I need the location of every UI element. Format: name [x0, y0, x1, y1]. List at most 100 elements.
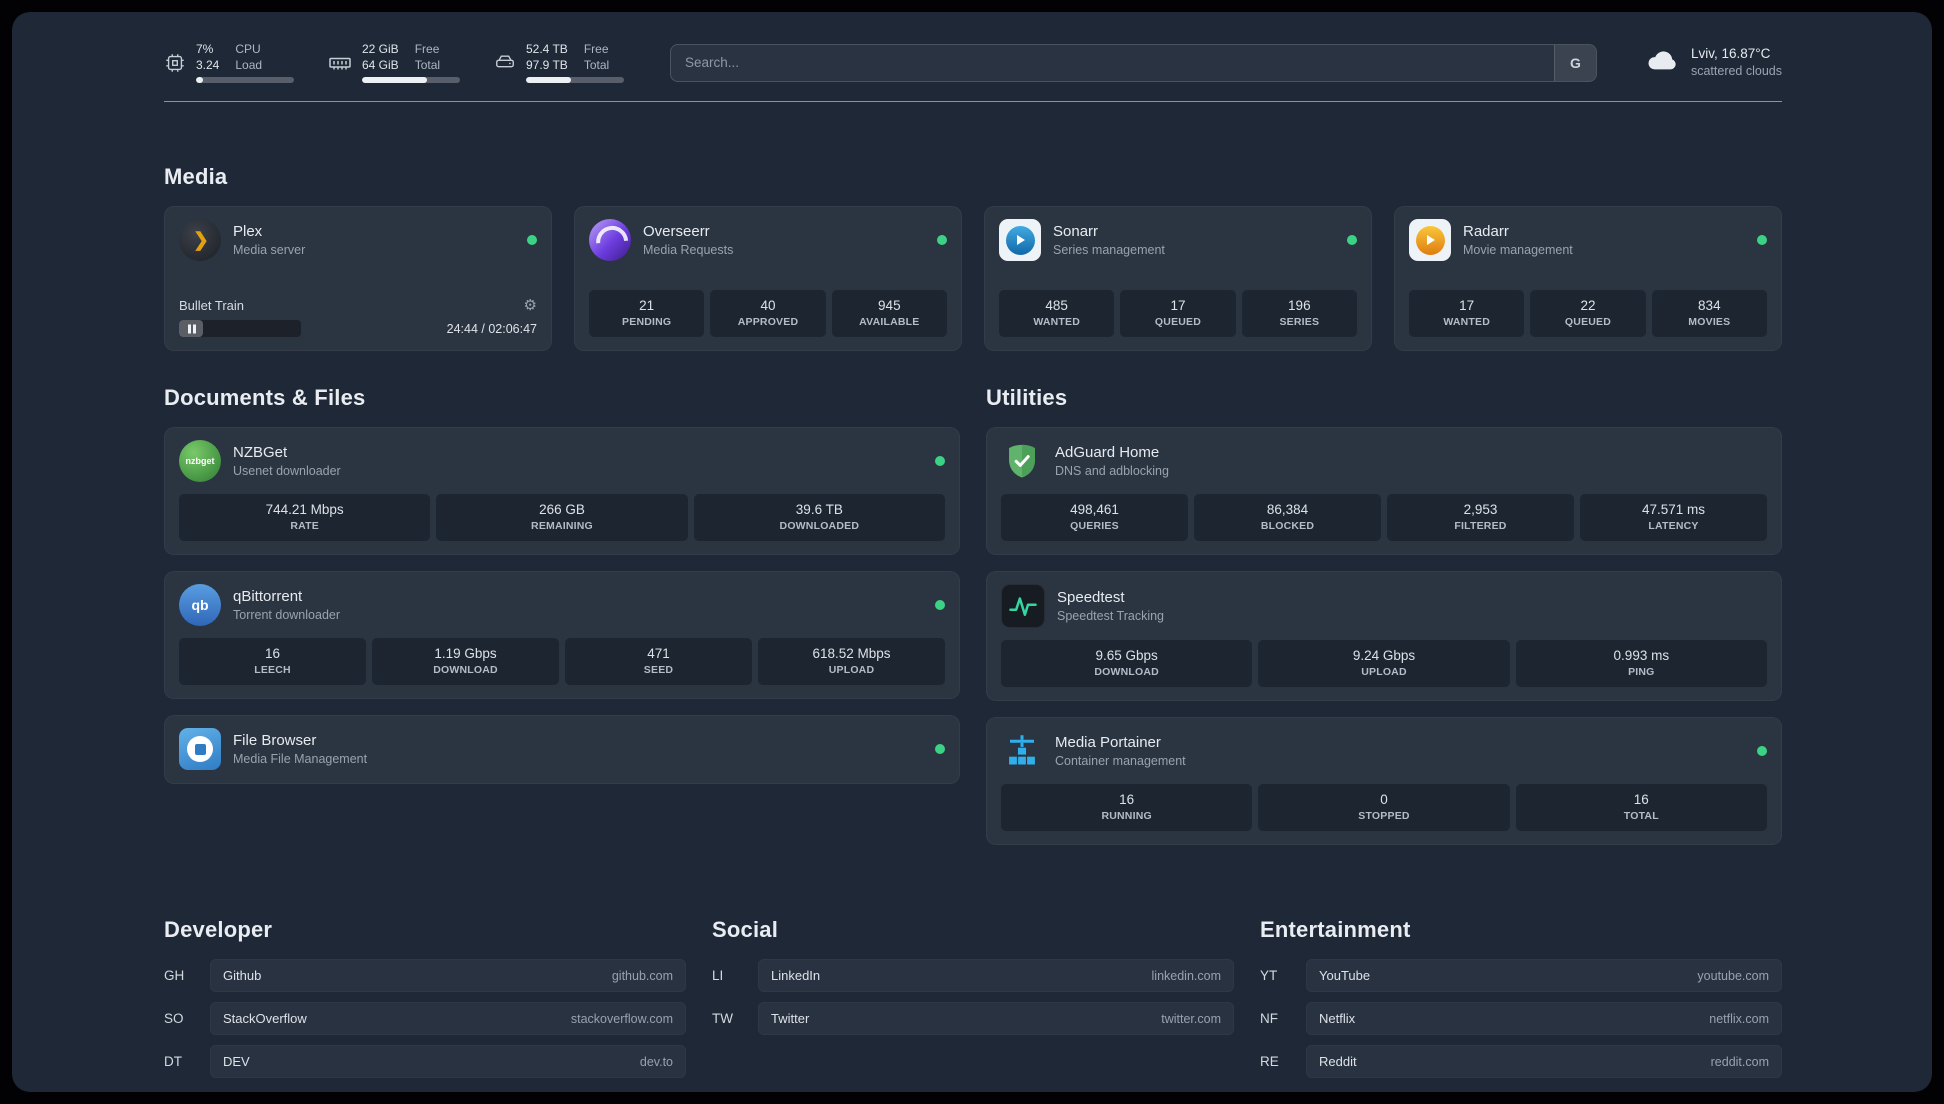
service-description: Media File Management — [233, 751, 368, 766]
bookmark-abbr: LI — [712, 968, 724, 984]
overseerr-icon — [589, 219, 631, 262]
stat-tile: 22 QUEUED — [1530, 290, 1646, 338]
service-name: Speedtest — [1057, 589, 1125, 607]
bookmark-row: DT DEV dev.to — [164, 1045, 686, 1079]
bookmark-link-youtube[interactable]: YouTube youtube.com — [1306, 959, 1782, 993]
search-input[interactable] — [671, 44, 1554, 81]
nzbget-icon: nzbget — [179, 440, 221, 483]
memory-icon — [328, 51, 352, 75]
service-card-plex[interactable]: ❯ Plex Media server Bullet Train ⚙ — [164, 206, 552, 352]
cpu-values: 7% 3.24 — [196, 42, 220, 72]
plex-icon: ❯ — [179, 219, 221, 262]
service-card-portainer[interactable]: Media Portainer Container management 16 R… — [986, 717, 1782, 846]
service-name: Radarr — [1463, 223, 1509, 241]
stat-tile: 0.993 ms PING — [1515, 640, 1767, 688]
cloud-icon — [1643, 43, 1681, 82]
service-description: Media Requests — [643, 242, 734, 257]
filebrowser-icon — [179, 728, 221, 771]
status-dot — [937, 235, 947, 246]
stat-tile: 485 WANTED — [999, 290, 1115, 338]
bookmark-abbr: DT — [164, 1054, 182, 1070]
resource-widget-disk: 52.4 TB 97.9 TB Free Total — [494, 42, 624, 84]
speedtest-icon — [1001, 584, 1045, 629]
bookmark-link-stackoverflow[interactable]: StackOverflow stackoverflow.com — [210, 1002, 686, 1036]
dashboard-panel: 7% 3.24 CPU Load — [12, 12, 1932, 1092]
service-description: Media server — [233, 242, 306, 257]
service-name: AdGuard Home — [1055, 444, 1160, 462]
search-bar: G — [670, 43, 1597, 82]
bookmark-link-netflix[interactable]: Netflix netflix.com — [1306, 1002, 1782, 1036]
bookmark-link-linkedin[interactable]: LinkedIn linkedin.com — [758, 959, 1234, 993]
disk-progress-bar — [526, 77, 624, 84]
section-title-developer: Developer — [164, 917, 273, 943]
stat-tile: 1.19 Gbps DOWNLOAD — [372, 638, 559, 686]
bookmark-group-entertainment: Entertainment YT YouTube youtube.com NF … — [1260, 917, 1782, 1079]
bookmark-link-reddit[interactable]: Reddit reddit.com — [1306, 1045, 1782, 1079]
gear-icon[interactable]: ⚙ — [523, 297, 537, 315]
memory-progress-bar — [362, 77, 460, 84]
now-playing-title: Bullet Train — [179, 298, 245, 314]
bookmark-link-twitter[interactable]: Twitter twitter.com — [758, 1002, 1234, 1036]
service-description: Movie management — [1463, 242, 1573, 257]
service-card-filebrowser[interactable]: File Browser Media File Management — [164, 715, 960, 785]
stat-tile: 17 WANTED — [1409, 290, 1525, 338]
bookmark-row: YT YouTube youtube.com — [1260, 959, 1782, 993]
service-card-sonarr[interactable]: Sonarr Series management 485 WANTED 17 QUE… — [984, 206, 1372, 352]
bookmark-row: NF Netflix netflix.com — [1260, 1002, 1782, 1036]
service-card-qbittorrent[interactable]: qb qBittorrent Torrent downloader 16 LEEC… — [164, 571, 960, 700]
status-dot — [935, 744, 945, 755]
service-card-radarr[interactable]: Radarr Movie management 17 WANTED 22 QUEUE… — [1394, 206, 1782, 352]
memory-values: 22 GiB 64 GiB — [362, 42, 399, 72]
stat-tile: 9.65 Gbps DOWNLOAD — [1001, 640, 1253, 688]
service-card-overseerr[interactable]: Overseerr Media Requests 21 PENDING 40 APP… — [574, 206, 962, 352]
bookmark-abbr: YT — [1260, 968, 1278, 984]
stat-tile: 498,461 QUERIES — [1001, 494, 1188, 542]
bookmark-abbr: GH — [164, 968, 185, 984]
status-dot — [527, 235, 537, 246]
bookmark-row: RE Reddit reddit.com — [1260, 1045, 1782, 1079]
stat-tile: 266 GB REMAINING — [436, 494, 688, 542]
section-documents: Documents & Files nzbget NZBGet Usenet d… — [164, 385, 960, 785]
stat-tile: 47.571 ms LATENCY — [1580, 494, 1767, 542]
pause-icon[interactable] — [188, 324, 196, 334]
service-name: Sonarr — [1053, 223, 1099, 241]
sonarr-icon — [999, 219, 1041, 262]
stat-tile: 16 TOTAL — [1515, 784, 1767, 832]
cpu-progress-bar — [196, 77, 294, 84]
bookmark-row: TW Twitter twitter.com — [712, 1002, 1234, 1036]
bookmark-abbr: TW — [712, 1011, 733, 1027]
radarr-icon — [1409, 219, 1451, 262]
service-card-speedtest[interactable]: Speedtest Speedtest Tracking 9.65 Gbps DO… — [986, 571, 1782, 702]
disk-labels: Free Total — [583, 42, 610, 72]
bookmark-link-dev[interactable]: DEV dev.to — [210, 1045, 686, 1079]
service-description: DNS and adblocking — [1055, 463, 1169, 478]
stat-tile: 196 SERIES — [1241, 290, 1357, 338]
cpu-labels: CPU Load — [235, 42, 263, 72]
bookmark-row: LI LinkedIn linkedin.com — [712, 959, 1234, 993]
section-utilities: Utilities AdGuard Home — [986, 385, 1782, 846]
service-description: Speedtest Tracking — [1057, 608, 1165, 623]
disk-values: 52.4 TB 97.9 TB — [526, 42, 568, 72]
service-card-adguard[interactable]: AdGuard Home DNS and adblocking 498,461 Q… — [986, 427, 1782, 556]
cpu-icon — [164, 52, 186, 74]
service-description: Container management — [1055, 753, 1186, 768]
service-card-nzbget[interactable]: nzbget NZBGet Usenet downloader 744.21 M… — [164, 427, 960, 556]
stat-tile: 16 RUNNING — [1001, 784, 1253, 832]
stat-tile: 21 PENDING — [589, 290, 705, 338]
service-name: File Browser — [233, 732, 317, 750]
playback-progress-bar[interactable] — [179, 320, 301, 338]
memory-labels: Free Total — [414, 42, 441, 72]
bookmark-link-github[interactable]: Github github.com — [210, 959, 686, 993]
service-description: Usenet downloader — [233, 463, 341, 478]
status-dot — [1347, 235, 1357, 246]
service-name: NZBGet — [233, 444, 288, 462]
stat-tile: 945 AVAILABLE — [831, 290, 947, 338]
search-provider-button[interactable]: G — [1553, 44, 1596, 81]
resource-widget-cpu: 7% 3.24 CPU Load — [164, 42, 294, 84]
stat-tile: 17 QUEUED — [1120, 290, 1236, 338]
stat-tile: 0 STOPPED — [1258, 784, 1510, 832]
qbittorrent-icon: qb — [179, 584, 221, 627]
stat-tile: 744.21 Mbps RATE — [179, 494, 431, 542]
stat-tile: 2,953 FILTERED — [1387, 494, 1574, 542]
bookmark-row: SO StackOverflow stackoverflow.com — [164, 1002, 686, 1036]
